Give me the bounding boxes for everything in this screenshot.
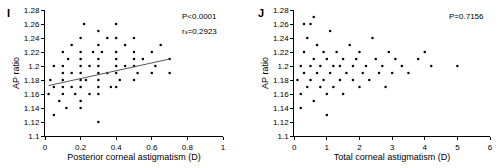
svg-text:1.26: 1.26 bbox=[24, 20, 40, 29]
svg-text:AP ratio: AP ratio bbox=[260, 57, 270, 89]
svg-text:0.2: 0.2 bbox=[75, 143, 87, 152]
svg-text:3: 3 bbox=[390, 143, 395, 152]
svg-text:1.2: 1.2 bbox=[277, 62, 289, 71]
svg-text:4: 4 bbox=[423, 143, 428, 152]
svg-text:1.22: 1.22 bbox=[273, 48, 289, 57]
svg-text:1.12: 1.12 bbox=[273, 118, 289, 127]
svg-text:J: J bbox=[258, 7, 264, 19]
svg-text:1.18: 1.18 bbox=[24, 76, 40, 85]
svg-text:1.18: 1.18 bbox=[273, 76, 289, 85]
svg-text:1.16: 1.16 bbox=[273, 90, 289, 99]
svg-text:5: 5 bbox=[455, 143, 460, 152]
svg-text:0.8: 0.8 bbox=[182, 143, 194, 152]
svg-text:1.16: 1.16 bbox=[24, 90, 40, 99]
svg-text:6: 6 bbox=[488, 143, 493, 152]
svg-text:1.26: 1.26 bbox=[273, 20, 289, 29]
svg-text:Posterior corneal astigmatism: Posterior corneal astigmatism (D) bbox=[67, 152, 201, 162]
svg-text:AP ratio: AP ratio bbox=[11, 57, 21, 89]
svg-text:0: 0 bbox=[43, 143, 48, 152]
svg-text:P<0.0001: P<0.0001 bbox=[182, 12, 217, 21]
svg-text:0.4: 0.4 bbox=[111, 143, 123, 152]
svg-text:P=0.7156: P=0.7156 bbox=[449, 12, 484, 21]
svg-text:1.22: 1.22 bbox=[24, 48, 40, 57]
svg-text:1.14: 1.14 bbox=[273, 104, 289, 113]
svg-text:1: 1 bbox=[221, 143, 226, 152]
svg-text:1.24: 1.24 bbox=[24, 34, 40, 43]
svg-text:1.12: 1.12 bbox=[24, 118, 40, 127]
svg-text:1.28: 1.28 bbox=[24, 6, 40, 15]
svg-text:1.24: 1.24 bbox=[273, 34, 289, 43]
svg-text:Total corneal astigmatism (D): Total corneal astigmatism (D) bbox=[334, 152, 451, 162]
svg-text:2: 2 bbox=[357, 143, 362, 152]
svg-text:1: 1 bbox=[325, 143, 330, 152]
svg-text:rₛ=0.2923: rₛ=0.2923 bbox=[182, 27, 217, 36]
svg-text:1.1: 1.1 bbox=[277, 132, 289, 141]
svg-text:0.6: 0.6 bbox=[146, 143, 158, 152]
svg-text:1.28: 1.28 bbox=[273, 6, 289, 15]
svg-text:1.14: 1.14 bbox=[24, 104, 40, 113]
svg-text:1.2: 1.2 bbox=[28, 62, 40, 71]
svg-text:I: I bbox=[7, 7, 10, 19]
svg-text:0: 0 bbox=[292, 143, 297, 152]
svg-text:1.1: 1.1 bbox=[28, 132, 40, 141]
